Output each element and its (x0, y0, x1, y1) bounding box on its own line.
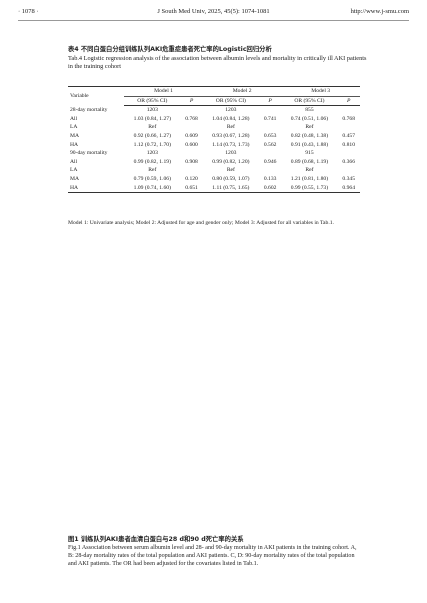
header-or: OR (95% CI) (202, 96, 259, 107)
table-caption-cn: 表4 不同白蛋白分组训练队列AKI危重症患者死亡率的Logistic回归分析 (68, 46, 272, 53)
cell: Ref (148, 167, 157, 174)
cell: 1.14 (0.73, 1.73) (212, 141, 250, 148)
header-p: P (180, 96, 203, 107)
cell: Ref (148, 124, 157, 131)
cell: 0.908 (185, 158, 198, 165)
cell: 0.653 (263, 132, 277, 139)
table-row: 28-day mortality 1203 1203 855 (68, 106, 360, 115)
header-model: Model 3 (281, 86, 360, 97)
header-p: P (337, 96, 360, 107)
journal: J South Med Univ, 2025, 45(5): 1074-1081 (157, 8, 270, 15)
cell: Ref (226, 124, 235, 131)
cell: 1.04 (0.84, 1.28) (212, 115, 250, 122)
cell: 0.366 (342, 158, 356, 165)
cell: 1.21 (0.81, 1.80) (290, 175, 329, 182)
cell: 0.99 (0.55, 1.73) (290, 184, 329, 191)
table-row: 90-day mortality 1203 1203 915 (68, 149, 360, 158)
table-row: MA 0.92 (0.66, 1.27) 0.609 0.93 (0.67, 1.28… (68, 132, 360, 141)
row-label: All (70, 158, 78, 165)
row-label: 28-day mortality (70, 106, 108, 113)
row-label: HA (70, 184, 79, 191)
header-rule (18, 20, 409, 21)
cell: 0.457 (342, 132, 356, 139)
cell: 1203 (225, 150, 237, 157)
cell: 0.92 (0.66, 1.27) (133, 132, 171, 139)
row-label: LA (70, 124, 78, 131)
url: http://www.j-smu.com (350, 8, 409, 15)
header-model: Model 1 (124, 86, 203, 97)
figure-caption-en: Fig.1 Association between serum albumin … (68, 545, 357, 567)
table-row: All 1.03 (0.84, 1.27) 0.768 1.04 (0.84, 1.2… (68, 115, 360, 124)
cell: 0.810 (342, 141, 356, 148)
page-number: · 1078 · (18, 8, 39, 15)
cell: 0.91 (0.43, 1.88) (290, 141, 329, 148)
table-row: MA 0.79 (0.59, 1.06) 0.120 0.80 (0.59, 1.07… (68, 175, 360, 184)
table-body: 28-day mortality 1203 1203 855 All 1.03 (0.84… (68, 106, 360, 193)
cell: 0.133 (263, 175, 277, 182)
cell: 1.11 (0.75, 1.65) (212, 184, 250, 191)
cell: 0.602 (263, 184, 277, 191)
cell: 1.03 (0.84, 1.27) (133, 115, 171, 122)
cell: 0.600 (185, 141, 198, 148)
row-label: 90-day mortality (70, 150, 108, 157)
table-row: HA 1.12 (0.72, 1.70) 0.600 1.14 (0.73, 1.73… (68, 141, 360, 150)
cell: 0.768 (342, 115, 356, 122)
row-label: All (70, 115, 78, 122)
header-p: P (258, 96, 282, 107)
cell: 0.74 (0.51, 1.06) (290, 115, 329, 122)
cell: 1203 (225, 107, 237, 114)
header-variable: Variable (70, 93, 89, 100)
cell: 0.768 (185, 115, 198, 122)
cell: 0.99 (0.82, 1.19) (133, 158, 171, 165)
cell: Ref (305, 167, 314, 174)
cell: 0.79 (0.59, 1.06) (133, 175, 171, 182)
cell: 1.09 (0.74, 1.60) (133, 184, 171, 191)
header-model: Model 2 (202, 86, 282, 97)
cell: 0.609 (185, 132, 198, 139)
figure-caption-cn: 图1 训练队列AKI患者血清白蛋白与28 d和90 d死亡率的关系 (68, 536, 244, 543)
cell: 0.93 (0.67, 1.28) (212, 132, 250, 139)
table: Variable Model 1 Model 2 Model 3 OR (95%… (68, 86, 360, 194)
cell: Ref (305, 124, 314, 131)
row-label: MA (70, 132, 80, 139)
cell: 0.99 (0.82, 1.20) (212, 158, 250, 165)
table-footnote: Model 1: Univariate analysis; Model 2: A… (68, 220, 334, 226)
row-label: LA (70, 167, 78, 174)
header-or: OR (95% CI) (281, 96, 338, 107)
table-caption-en: Tab.4 Logistic regression analysis of th… (68, 55, 367, 70)
cell: 0.89 (0.68, 1.19) (290, 158, 329, 165)
cell: 0.345 (342, 175, 356, 182)
cell: 0.120 (185, 175, 198, 182)
cell: 0.964 (342, 184, 356, 191)
cell: 855 (305, 107, 314, 114)
header-or: OR (95% CI) (124, 96, 181, 107)
cell: 1203 (146, 107, 158, 114)
table-row: All 0.99 (0.82, 1.19) 0.908 0.99 (0.82, 1.2… (68, 158, 360, 167)
cell: 0.82 (0.48, 1.38) (290, 132, 329, 139)
cell: 0.946 (263, 158, 277, 165)
cell: 0.741 (263, 115, 277, 122)
table-row: LA Ref Ref Ref (68, 123, 360, 132)
row-label: HA (70, 141, 79, 148)
table-row: HA 1.09 (0.74, 1.60) 0.651 1.11 (0.75, 1.65… (68, 184, 360, 193)
cell: 1203 (146, 150, 158, 157)
cell: 0.562 (263, 141, 277, 148)
table-row: LA Ref Ref Ref (68, 166, 360, 175)
cell: 915 (305, 150, 314, 157)
row-label: MA (70, 175, 80, 182)
cell: 1.12 (0.72, 1.70) (133, 141, 171, 148)
cell: 0.651 (185, 184, 198, 191)
cell: Ref (226, 167, 235, 174)
cell: 0.80 (0.59, 1.07) (212, 175, 250, 182)
